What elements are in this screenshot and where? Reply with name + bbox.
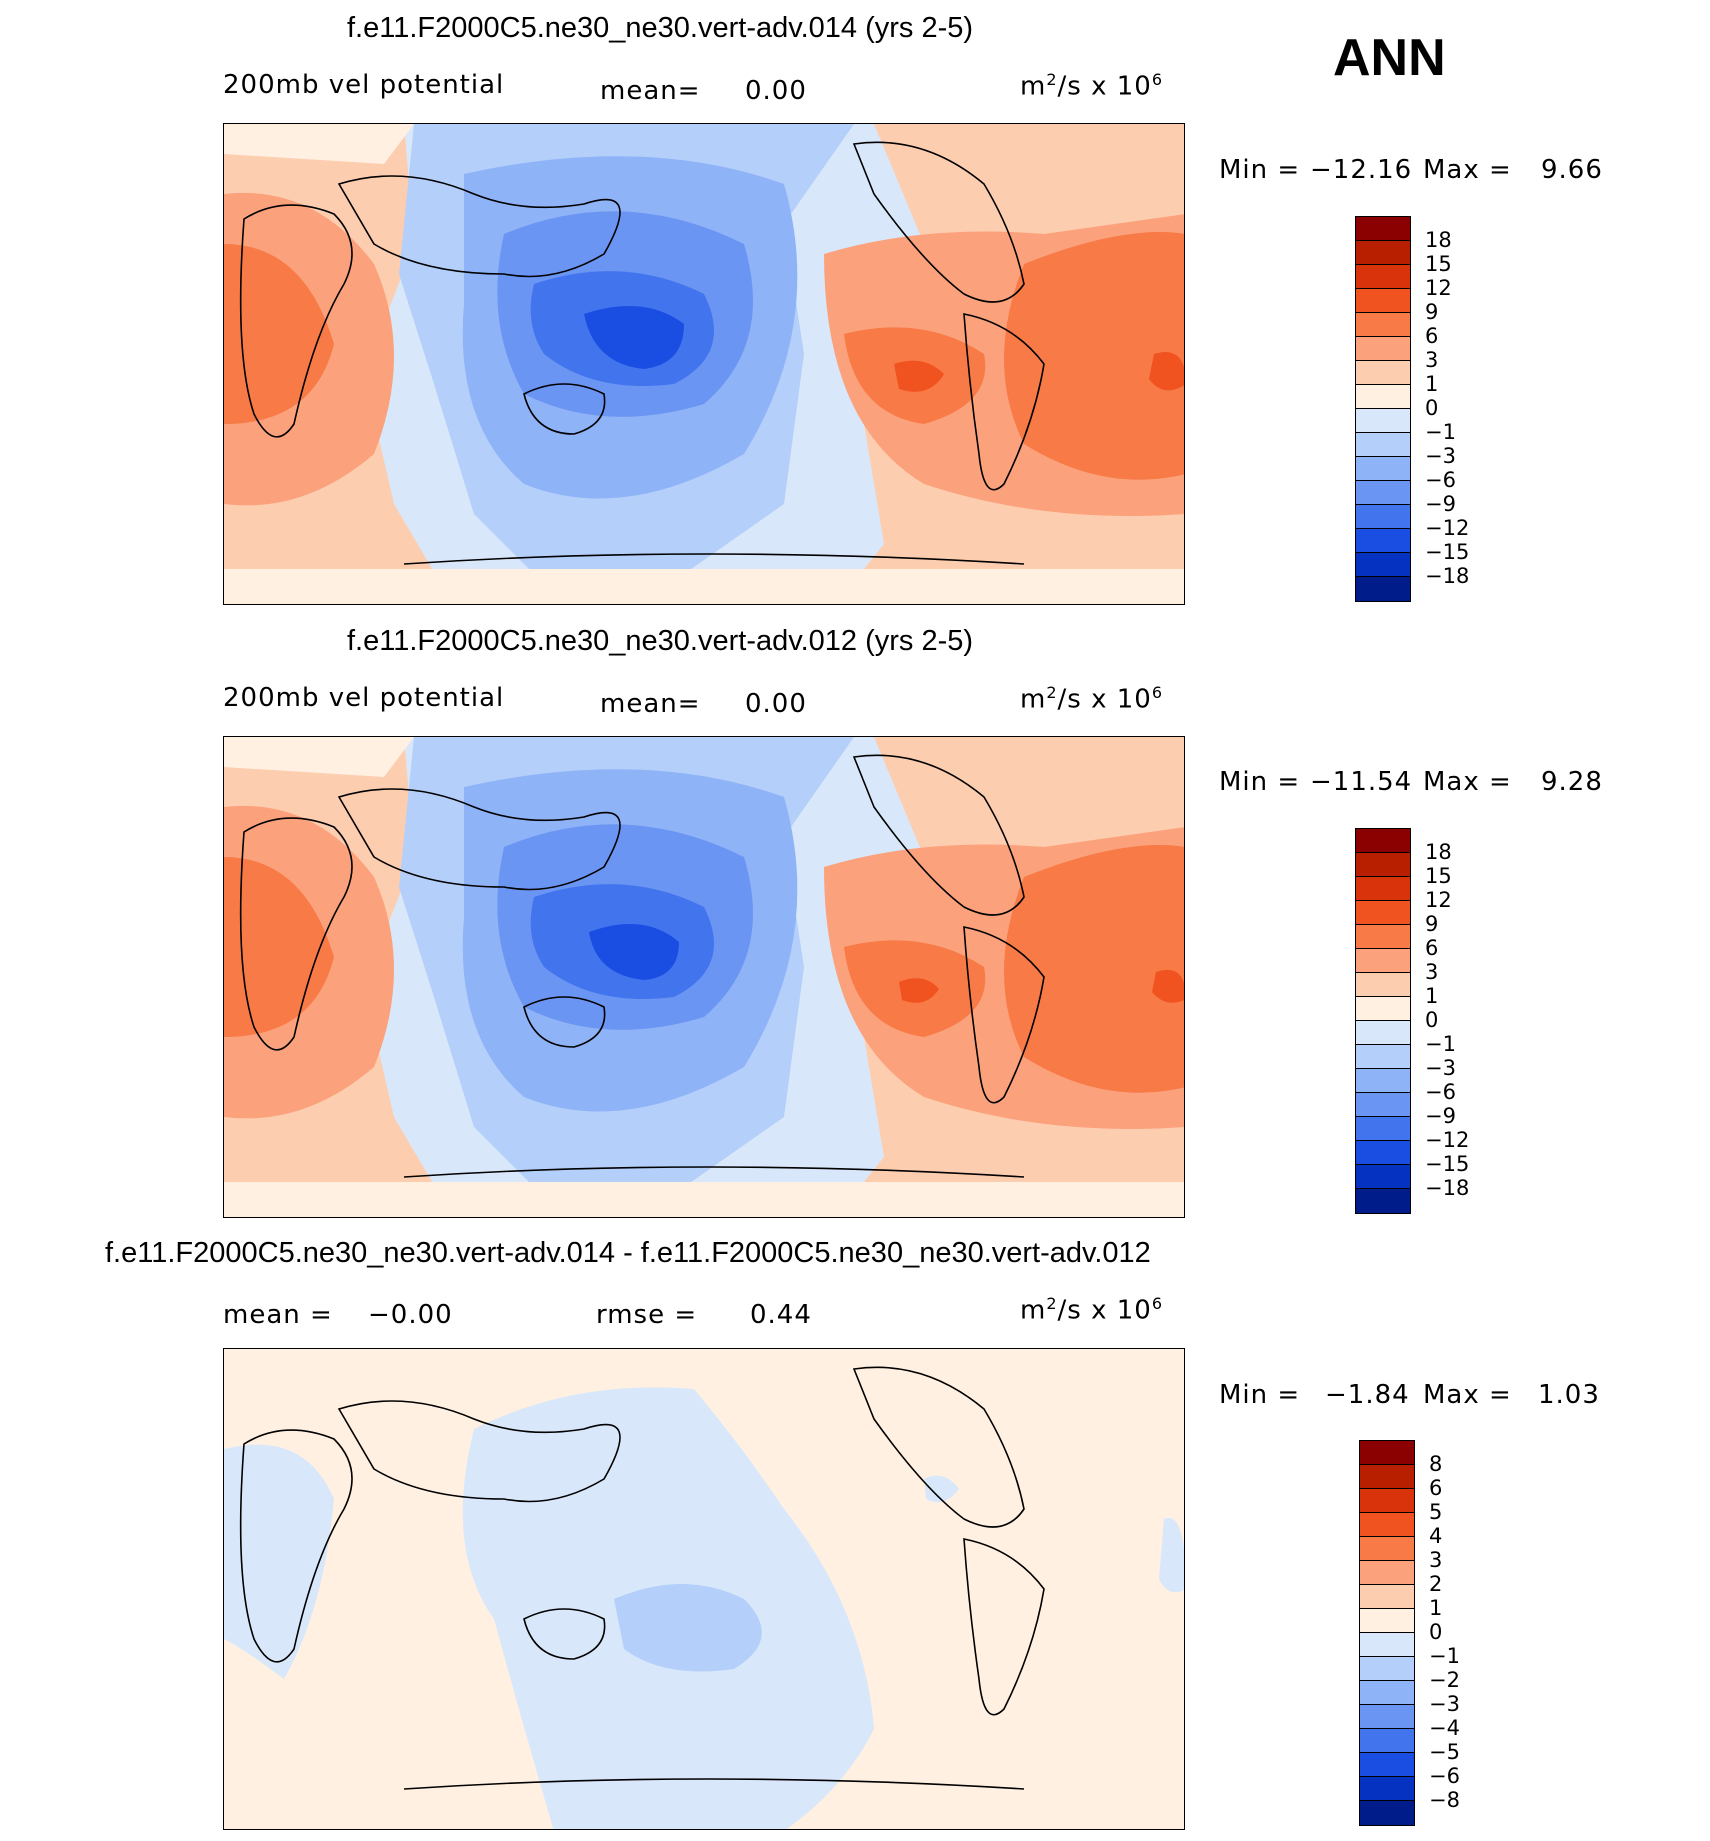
colorbar-tick-label: −1 xyxy=(1425,420,1456,444)
colorbar-tick-label: −4 xyxy=(1429,1716,1460,1740)
colorbar-tick-label: −8 xyxy=(1429,1788,1460,1812)
panel-2-max-label: Max = xyxy=(1423,767,1512,797)
panel-3-rmse-label: rmse = xyxy=(596,1300,698,1330)
panel-1-max-label: Max = xyxy=(1423,155,1512,185)
colorbar-tick-label: 12 xyxy=(1425,888,1452,912)
colorbar-tick-label: 6 xyxy=(1425,324,1439,348)
panel-2-units: m2/s x 106 xyxy=(1020,683,1164,715)
colorbar-tick-label: 3 xyxy=(1429,1548,1443,1572)
colorbar-tick-label: −6 xyxy=(1425,1080,1456,1104)
colorbar-tick-label: 6 xyxy=(1425,936,1439,960)
panel-1-max-value: 9.66 xyxy=(1541,155,1603,185)
colorbar-tick-label: 1 xyxy=(1429,1596,1443,1620)
colorbar-tick-label: 1 xyxy=(1425,984,1439,1008)
panel-2-mean-label: mean= xyxy=(600,689,701,719)
colorbar-tick-label: −3 xyxy=(1425,1056,1456,1080)
colorbar-tick-label: −3 xyxy=(1425,444,1456,468)
panel-3-mean-label: mean = xyxy=(223,1300,333,1330)
colorbar-tick-label: 0 xyxy=(1425,396,1439,420)
colorbar-tick-label: 15 xyxy=(1425,252,1452,276)
panel-1-min-label: Min = xyxy=(1219,155,1301,185)
colorbar-tick-label: −1 xyxy=(1429,1644,1460,1668)
colorbar-tick-label: 0 xyxy=(1425,1008,1439,1032)
colorbar-tick-label: −12 xyxy=(1425,1128,1470,1152)
panel-1-units: m2/s x 106 xyxy=(1020,70,1164,102)
colorbar-tick-label: 8 xyxy=(1429,1452,1443,1476)
panel-3-max-label: Max = xyxy=(1423,1380,1512,1410)
colorbar-tick-label: −18 xyxy=(1425,564,1470,588)
panel-2-mean-value: 0.00 xyxy=(745,689,807,719)
panel-3-max-value: 1.03 xyxy=(1538,1380,1600,1410)
colorbar-tick-label: −9 xyxy=(1425,1104,1456,1128)
panel-3-rmse-value: 0.44 xyxy=(750,1300,812,1330)
colorbar-tick-label: −3 xyxy=(1429,1692,1460,1716)
colorbar-tick-label: −15 xyxy=(1425,540,1470,564)
panel-1-title: f.e11.F2000C5.ne30_ne30.vert-adv.014 (yr… xyxy=(347,12,974,44)
colorbar-tick-label: 18 xyxy=(1425,840,1452,864)
panel-3-title: f.e11.F2000C5.ne30_ne30.vert-adv.014 - f… xyxy=(105,1237,1151,1269)
season-label: ANN xyxy=(1333,29,1446,87)
panel-2-map xyxy=(223,736,1185,1218)
colorbar-tick-label: 15 xyxy=(1425,864,1452,888)
panel-1-mean-label: mean= xyxy=(600,76,701,106)
colorbar-tick-label: −5 xyxy=(1429,1740,1460,1764)
colorbar-tick-label: 5 xyxy=(1429,1500,1443,1524)
panel-1-variable-label: 200mb vel potential xyxy=(223,70,505,100)
colorbar-tick-label: 0 xyxy=(1429,1620,1443,1644)
panel-2-title: f.e11.F2000C5.ne30_ne30.vert-adv.012 (yr… xyxy=(347,625,974,657)
colorbar-tick-label: 3 xyxy=(1425,348,1439,372)
colorbar-tick-label: 6 xyxy=(1429,1476,1443,1500)
colorbar-tick-label: −2 xyxy=(1429,1668,1460,1692)
colorbar-tick-label: −9 xyxy=(1425,492,1456,516)
panel-3-colorbar-swatches xyxy=(1359,1440,1415,1826)
colorbar-tick-label: 18 xyxy=(1425,228,1452,252)
colorbar-tick-label: 1 xyxy=(1425,372,1439,396)
panel-3-units: m2/s x 106 xyxy=(1020,1294,1164,1326)
panel-1-colorbar-swatches xyxy=(1355,216,1411,602)
panel-2-colorbar-swatches xyxy=(1355,828,1411,1214)
colorbar-tick-label: −6 xyxy=(1429,1764,1460,1788)
panel-1-min-value: −12.16 xyxy=(1310,155,1413,185)
panel-2-max-value: 9.28 xyxy=(1541,767,1603,797)
panel-3-mean-value: −0.00 xyxy=(368,1300,453,1330)
colorbar-tick-label: 9 xyxy=(1425,300,1439,324)
colorbar-tick-label: 12 xyxy=(1425,276,1452,300)
panel-3-map xyxy=(223,1348,1185,1830)
panel-1-mean-value: 0.00 xyxy=(745,76,807,106)
colorbar-tick-label: −18 xyxy=(1425,1176,1470,1200)
colorbar-tick-label: −15 xyxy=(1425,1152,1470,1176)
panel-1-map xyxy=(223,123,1185,605)
colorbar-tick-label: 3 xyxy=(1425,960,1439,984)
panel-2-min-value: −11.54 xyxy=(1310,767,1413,797)
colorbar-tick-label: 9 xyxy=(1425,912,1439,936)
colorbar-tick-label: −6 xyxy=(1425,468,1456,492)
colorbar-tick-label: 2 xyxy=(1429,1572,1443,1596)
panel-3-min-label: Min = xyxy=(1219,1380,1301,1410)
colorbar-tick-label: 4 xyxy=(1429,1524,1443,1548)
panel-2-min-label: Min = xyxy=(1219,767,1301,797)
colorbar-tick-label: −12 xyxy=(1425,516,1470,540)
colorbar-tick-label: −1 xyxy=(1425,1032,1456,1056)
panel-2-variable-label: 200mb vel potential xyxy=(223,683,505,713)
panel-3-min-value: −1.84 xyxy=(1325,1380,1410,1410)
